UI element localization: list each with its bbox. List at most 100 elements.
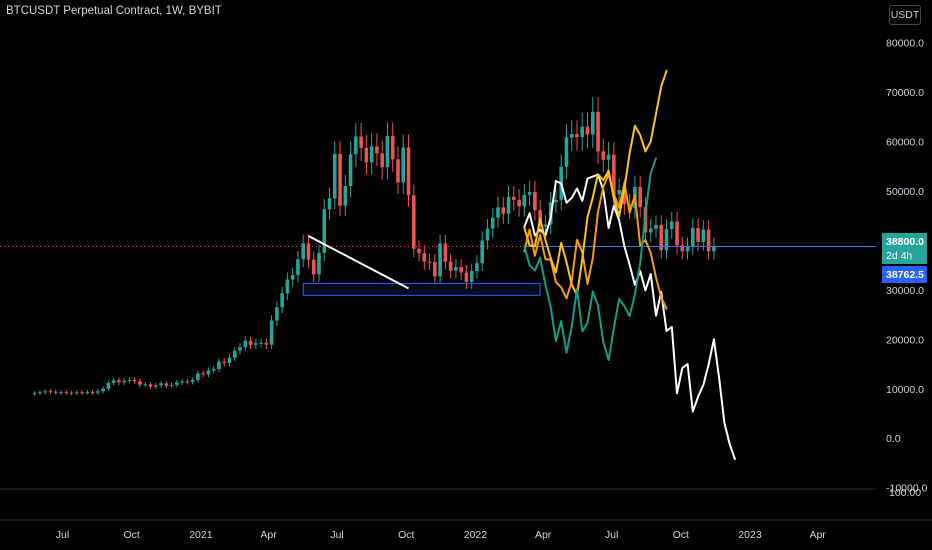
candle-body — [501, 207, 506, 214]
candle-body — [554, 199, 558, 203]
candle-body — [543, 224, 548, 227]
candle-body — [569, 134, 574, 138]
y-tick-label: 30000.0 — [886, 285, 924, 297]
candle-body — [506, 196, 511, 214]
candle-body — [364, 147, 369, 163]
candle-body — [590, 111, 595, 135]
candle-body — [459, 267, 463, 273]
candle-body — [111, 380, 116, 383]
currency-button[interactable]: USDT — [889, 5, 921, 25]
x-tick-label: 2023 — [738, 529, 762, 541]
candle-body — [575, 134, 579, 138]
candle-body — [601, 151, 606, 160]
x-tick-label: 2022 — [464, 529, 488, 541]
candle-body — [469, 271, 474, 282]
candle-body — [706, 229, 711, 252]
candle-body — [59, 392, 63, 394]
candle-body — [512, 196, 516, 200]
trendline — [307, 235, 409, 290]
candle-body — [311, 259, 316, 275]
candle-body — [475, 263, 479, 272]
candle-body — [327, 198, 332, 210]
candle-body — [43, 391, 47, 393]
candle-body — [680, 245, 685, 252]
candle-body — [638, 186, 642, 208]
candle-body — [485, 228, 490, 241]
y-tick-label: 70000.0 — [886, 87, 924, 99]
candle-body — [32, 393, 37, 395]
candle-body — [612, 154, 616, 195]
candle-body — [259, 342, 263, 344]
candle-body — [712, 246, 716, 252]
candle-body — [522, 194, 527, 207]
y-tick-label: 60000.0 — [886, 136, 924, 148]
candle-body — [53, 391, 58, 393]
x-tick-label: 2021 — [189, 529, 213, 541]
candle-body — [401, 147, 406, 183]
candle-body — [264, 342, 269, 345]
candle-body — [454, 267, 458, 271]
candle-body — [606, 154, 611, 160]
candle-body — [280, 293, 284, 308]
candle-body — [464, 272, 469, 282]
candle-body — [248, 340, 253, 345]
candle-body — [417, 248, 421, 254]
x-tick-label: Apr — [535, 529, 552, 541]
candle-body — [396, 159, 400, 183]
candle-body — [238, 347, 242, 351]
marker-price-tag — [882, 266, 927, 283]
candle-body — [332, 153, 337, 199]
candle-body — [517, 199, 521, 207]
candle-body — [496, 207, 500, 218]
candle-body — [117, 380, 121, 383]
candle-body — [222, 361, 227, 364]
candle-body — [411, 195, 416, 249]
candle-body — [138, 381, 142, 385]
white-path-projection — [523, 173, 736, 460]
candle-body — [169, 384, 174, 386]
candle-body — [101, 388, 105, 392]
candle-body — [217, 361, 221, 369]
green-path-projection — [523, 157, 657, 362]
candle-body — [675, 221, 679, 246]
candle-body — [406, 147, 411, 196]
x-tick-label: Jul — [56, 529, 69, 541]
candle-body — [227, 357, 232, 364]
candle-body — [196, 373, 200, 380]
candle-body — [596, 111, 600, 152]
x-tick-label: Apr — [260, 529, 277, 541]
candle-body — [527, 191, 532, 195]
candle-body — [211, 368, 216, 371]
candle-body — [132, 379, 137, 382]
candle-body — [38, 392, 42, 394]
candle-body — [369, 146, 374, 163]
candle-body — [580, 126, 585, 138]
lower-pane-label: 100.00 — [889, 487, 921, 499]
candle-body — [148, 384, 153, 387]
x-tick-label: Apr — [810, 529, 827, 541]
candle-body — [106, 382, 111, 389]
candle-body — [354, 136, 358, 155]
candle-body — [190, 379, 195, 382]
candle-body — [122, 380, 126, 383]
candle-body — [564, 137, 569, 167]
last-price-tag — [882, 233, 927, 264]
marker-price-value: 38762.5 — [886, 269, 924, 281]
candle-body — [669, 221, 674, 230]
y-tick-label: 10000.0 — [886, 384, 924, 396]
candle-body — [175, 382, 179, 385]
yellow-path-projection — [523, 69, 668, 297]
candle-body — [691, 228, 695, 247]
candle-body — [206, 370, 211, 375]
overlays-layer — [0, 69, 876, 460]
candle-body — [306, 243, 311, 260]
time-axis[interactable]: Jul Oct 2021 Apr Jul Oct 2022 Apr Jul Oct 2023 Apr — [56, 529, 827, 541]
countdown-value: 2d 4h — [886, 250, 912, 262]
candle-body — [448, 261, 453, 271]
y-tick-label: 80000.0 — [886, 38, 924, 50]
candle-body — [74, 392, 79, 394]
candle-body — [701, 229, 706, 242]
candle-body — [359, 136, 363, 148]
candle-body — [290, 275, 295, 280]
